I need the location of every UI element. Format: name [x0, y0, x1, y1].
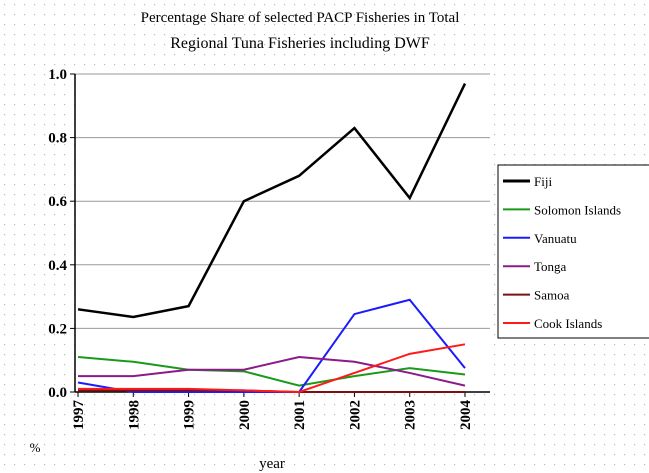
y-tick-label: 0.8: [48, 131, 67, 147]
data-line: [78, 343, 466, 394]
legend-label: Vanuatu: [534, 231, 577, 246]
y-tick-label: 0.0: [48, 385, 67, 401]
chart-title: Regional Tuna Fisheries including DWF: [170, 35, 430, 52]
legend-label: Fiji: [534, 174, 552, 189]
y-tick-label: 1.0: [48, 67, 67, 83]
x-tick-label: 2000: [237, 400, 253, 430]
x-tick-label: 1999: [182, 400, 198, 430]
x-axis-label: year: [259, 456, 285, 472]
y-tick-label: 0.2: [48, 321, 67, 337]
legend-label: Tonga: [534, 259, 567, 274]
y-tick-label: 0.4: [48, 258, 67, 274]
legend-label: Samoa: [534, 288, 570, 303]
legend-label: Cook Islands: [534, 316, 602, 331]
x-tick-label: 1998: [126, 400, 142, 430]
y-tick-label: 0.6: [48, 194, 67, 210]
x-tick-label: 2001: [292, 400, 308, 430]
x-tick-label: 2002: [347, 400, 363, 430]
y-axis-label: %: [30, 440, 41, 455]
x-tick-label: 1997: [71, 400, 87, 431]
data-line: [77, 82, 467, 319]
x-tick-label: 2004: [458, 400, 474, 431]
data-line: [77, 356, 466, 387]
plot-area: [75, 74, 490, 392]
chart-title: Percentage Share of selected PACP Fisher…: [141, 10, 460, 26]
x-tick-label: 2003: [403, 400, 419, 430]
legend-label: Solomon Islands: [534, 202, 621, 217]
data-line: [78, 356, 466, 387]
legend-box: [497, 164, 649, 339]
